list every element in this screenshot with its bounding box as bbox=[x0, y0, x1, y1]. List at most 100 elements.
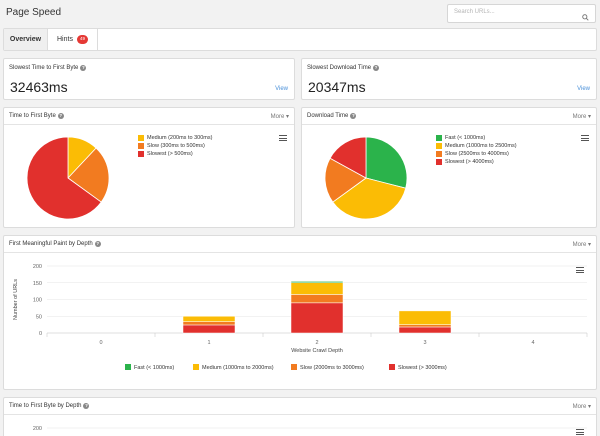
legend-swatch bbox=[138, 151, 144, 157]
y-tick-label: 0 bbox=[39, 331, 42, 337]
stat-title: Slowest Time to First Byte? bbox=[9, 65, 87, 71]
more-label: More bbox=[572, 242, 587, 248]
help-icon[interactable]: ? bbox=[350, 113, 357, 119]
pie-chart bbox=[26, 136, 110, 220]
bar-segment[interactable] bbox=[290, 282, 344, 295]
legend-swatch bbox=[125, 364, 131, 370]
legend-item[interactable]: Slow (300ms to 500ms) bbox=[138, 143, 205, 149]
chart-card-download: Download Time? More ▾ Fast (< 1000ms) Med… bbox=[301, 107, 597, 228]
legend-item[interactable]: Slowest (> 4000ms) bbox=[436, 159, 494, 165]
legend-item[interactable]: Slowest (> 500ms) bbox=[138, 151, 193, 157]
help-icon[interactable]: ? bbox=[80, 65, 87, 71]
stat-title-text: Slowest Time to First Byte bbox=[9, 65, 79, 71]
stat-title: Slowest Download Time? bbox=[307, 65, 380, 71]
legend-item[interactable]: Medium (1000ms to 2500ms) bbox=[436, 143, 517, 149]
chart-title-text: Download Time bbox=[307, 113, 349, 119]
stat-title-text: Slowest Download Time bbox=[307, 65, 372, 71]
pie-chart bbox=[324, 136, 408, 220]
legend-item[interactable]: Fast (< 1000ms) bbox=[134, 365, 174, 371]
legend-item[interactable]: Slow (2000ms to 3000ms) bbox=[300, 365, 364, 371]
chart-title-text: First Meaningful Paint by Depth bbox=[9, 241, 93, 247]
menu-icon[interactable] bbox=[279, 135, 287, 141]
bar-segment[interactable] bbox=[290, 281, 344, 283]
chart-card-fmp-depth: First Meaningful Paint by Depth? More ▾ … bbox=[3, 235, 597, 390]
bar-segment[interactable] bbox=[182, 316, 236, 322]
x-tick-label: 4 bbox=[531, 340, 534, 346]
bar-segment[interactable] bbox=[398, 324, 452, 328]
chart-title-text: Time to First Byte bbox=[9, 113, 56, 119]
y-tick-label: 50 bbox=[36, 314, 42, 320]
y-tick-label: 200 bbox=[33, 264, 42, 270]
y-tick-label: 100 bbox=[33, 298, 42, 304]
bar-segment[interactable] bbox=[182, 324, 236, 334]
pie-slice-0[interactable] bbox=[365, 136, 408, 189]
tab-bar: Overview Hints 49 bbox=[3, 28, 597, 51]
legend-label: Medium (200ms to 300ms) bbox=[147, 135, 213, 141]
pie-slice-1[interactable] bbox=[67, 147, 110, 203]
pie-slice-1[interactable] bbox=[332, 177, 407, 220]
menu-icon[interactable] bbox=[576, 429, 584, 435]
legend-label: Fast (< 1000ms) bbox=[445, 135, 486, 141]
x-tick-label: 1 bbox=[207, 340, 210, 346]
legend-item[interactable]: Slowest (> 3000ms) bbox=[398, 365, 447, 371]
y-tick-label: 150 bbox=[33, 281, 42, 287]
chart-card-ttfb-depth: Time to First Byte by Depth? More ▾ 200 bbox=[3, 397, 597, 436]
help-icon[interactable]: ? bbox=[373, 65, 380, 71]
legend-swatch bbox=[436, 151, 442, 157]
help-icon[interactable]: ? bbox=[57, 113, 64, 119]
stat-value: 20347ms bbox=[308, 79, 366, 95]
legend-label: Slow (2500ms to 4000ms) bbox=[445, 151, 509, 157]
legend-label: Slowest (> 500ms) bbox=[147, 151, 193, 157]
tab-hints-label: Hints bbox=[57, 36, 73, 43]
legend-item[interactable]: Fast (< 1000ms) bbox=[436, 135, 485, 141]
legend-swatch bbox=[193, 364, 199, 370]
legend-item[interactable]: Slow (2500ms to 4000ms) bbox=[436, 151, 509, 157]
legend-swatch bbox=[436, 159, 442, 165]
menu-icon[interactable] bbox=[576, 267, 584, 273]
view-link[interactable]: View bbox=[275, 86, 288, 92]
caret-down-icon: ▾ bbox=[587, 242, 591, 248]
legend-item[interactable]: Medium (1000ms to 2000ms) bbox=[202, 365, 274, 371]
chart-card-ttfb: Time to First Byte? More ▾ Medium (200ms… bbox=[3, 107, 295, 228]
chart-title: Time to First Byte by Depth? bbox=[9, 403, 90, 409]
bar-segment[interactable] bbox=[398, 326, 452, 334]
legend-swatch bbox=[138, 143, 144, 149]
more-menu[interactable]: More ▾ bbox=[573, 241, 591, 248]
legend-label: Slow (300ms to 500ms) bbox=[147, 143, 205, 149]
x-tick-label: 3 bbox=[423, 340, 426, 346]
view-link[interactable]: View bbox=[577, 86, 590, 92]
more-label: More bbox=[572, 404, 587, 410]
menu-icon[interactable] bbox=[581, 135, 589, 141]
help-icon[interactable]: ? bbox=[94, 241, 101, 247]
bar-segment[interactable] bbox=[290, 294, 344, 304]
y-tick-label: 200 bbox=[33, 426, 42, 432]
search-icon[interactable] bbox=[582, 8, 589, 26]
pie-slice-3[interactable] bbox=[329, 136, 367, 179]
x-axis-label: Website Crawl Depth bbox=[291, 348, 343, 354]
legend-label: Slowest (> 4000ms) bbox=[445, 159, 494, 165]
more-menu[interactable]: More ▾ bbox=[271, 113, 289, 120]
pie-slice-2[interactable] bbox=[324, 157, 367, 203]
bar-segment[interactable] bbox=[290, 302, 344, 334]
caret-down-icon: ▾ bbox=[285, 114, 289, 120]
legend-item[interactable]: Medium (200ms to 300ms) bbox=[138, 135, 212, 141]
x-tick-label: 2 bbox=[315, 340, 318, 346]
legend-swatch bbox=[389, 364, 395, 370]
bar-segment[interactable] bbox=[398, 310, 452, 325]
stat-value: 32463ms bbox=[10, 79, 68, 95]
search-input[interactable]: Search URLs... bbox=[447, 4, 596, 23]
search-placeholder: Search URLs... bbox=[454, 9, 495, 15]
chart-title: Download Time? bbox=[307, 113, 357, 119]
tab-overview[interactable]: Overview bbox=[4, 29, 48, 50]
x-tick-label: 0 bbox=[99, 340, 102, 346]
chart-title-text: Time to First Byte by Depth bbox=[9, 403, 82, 409]
pie-slice-2[interactable] bbox=[26, 136, 102, 220]
help-icon[interactable]: ? bbox=[83, 403, 90, 409]
bar-chart: 200 bbox=[33, 426, 587, 432]
divider bbox=[4, 252, 596, 253]
more-menu[interactable]: More ▾ bbox=[573, 113, 591, 120]
tab-hints[interactable]: Hints 49 bbox=[48, 29, 98, 50]
more-menu[interactable]: More ▾ bbox=[573, 403, 591, 410]
caret-down-icon: ▾ bbox=[587, 404, 591, 410]
bar-segment[interactable] bbox=[182, 321, 236, 326]
